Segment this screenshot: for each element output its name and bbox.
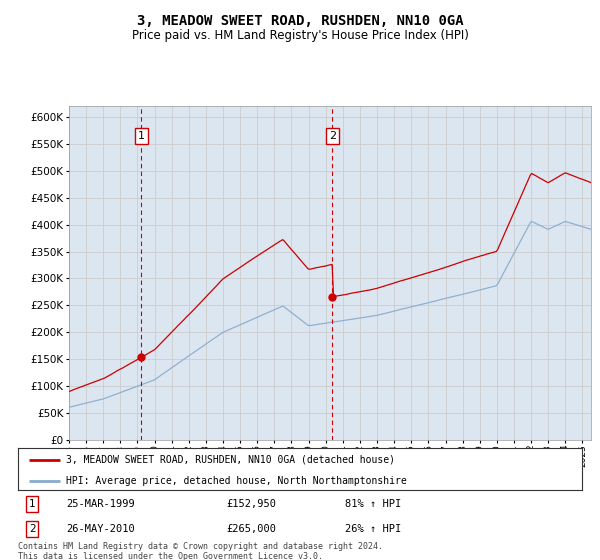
Text: 1: 1 — [138, 131, 145, 141]
Text: 25-MAR-1999: 25-MAR-1999 — [66, 499, 134, 509]
Text: £265,000: £265,000 — [227, 524, 277, 534]
Text: 26-MAY-2010: 26-MAY-2010 — [66, 524, 134, 534]
Text: 3, MEADOW SWEET ROAD, RUSHDEN, NN10 0GA: 3, MEADOW SWEET ROAD, RUSHDEN, NN10 0GA — [137, 14, 463, 28]
Text: 3, MEADOW SWEET ROAD, RUSHDEN, NN10 0GA (detached house): 3, MEADOW SWEET ROAD, RUSHDEN, NN10 0GA … — [66, 455, 395, 465]
Text: Price paid vs. HM Land Registry's House Price Index (HPI): Price paid vs. HM Land Registry's House … — [131, 29, 469, 42]
Text: 2: 2 — [329, 131, 336, 141]
Text: 26% ↑ HPI: 26% ↑ HPI — [345, 524, 401, 534]
Text: Contains HM Land Registry data © Crown copyright and database right 2024.
This d: Contains HM Land Registry data © Crown c… — [18, 542, 383, 560]
Text: 81% ↑ HPI: 81% ↑ HPI — [345, 499, 401, 509]
Text: 1: 1 — [29, 499, 35, 509]
Text: 2: 2 — [29, 524, 35, 534]
Text: £152,950: £152,950 — [227, 499, 277, 509]
Text: HPI: Average price, detached house, North Northamptonshire: HPI: Average price, detached house, Nort… — [66, 476, 407, 486]
